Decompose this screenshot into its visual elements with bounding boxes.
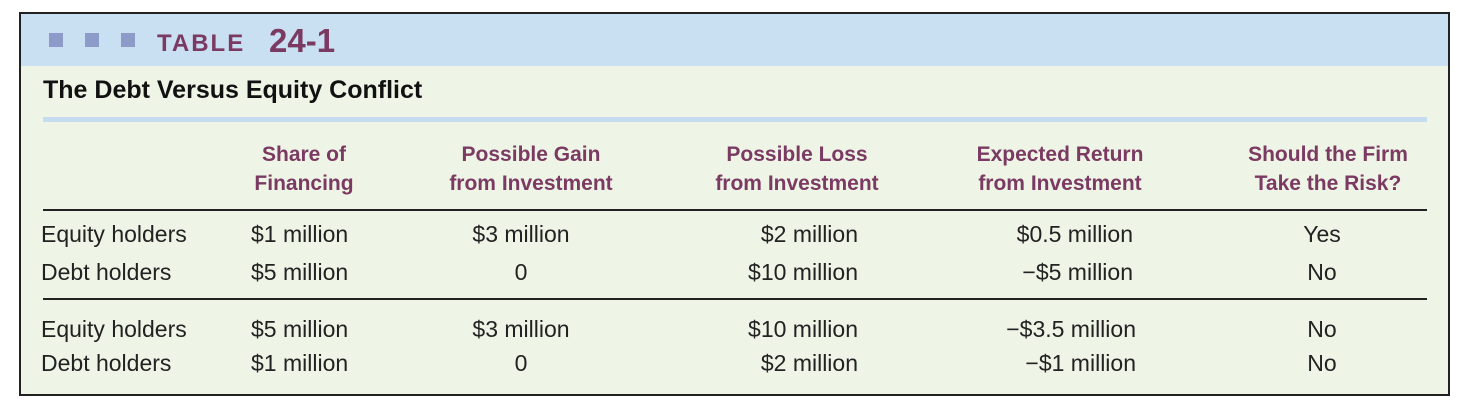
cell-share: $1 million [251, 221, 349, 247]
cell-expected: −$5 million [1022, 259, 1133, 285]
cell-risk: No [1307, 259, 1337, 285]
header-rule [43, 209, 1427, 211]
col-header-gain: Possible Gain from Investment [449, 143, 613, 195]
cell-expected: −$1 million [1025, 350, 1136, 376]
cell-share: $5 million [251, 259, 349, 285]
cell-loss: $10 million [748, 316, 858, 342]
col-header-loss: Possible Loss from Investment [715, 143, 879, 195]
cell-loss: $2 million [760, 221, 858, 247]
col-header-risk: Should the Firm Take the Risk? [1248, 143, 1408, 195]
table-frame: TABLE 24-1 The Debt Versus Equity Confli… [19, 12, 1450, 396]
cell-risk: Yes [1303, 221, 1341, 247]
row-label: Equity holders [41, 221, 187, 247]
cell-expected: −$3.5 million [1006, 316, 1136, 342]
cell-gain: 0 [514, 259, 528, 285]
cell-risk: No [1307, 350, 1337, 376]
cell-share: $5 million [251, 316, 349, 342]
group-rule [43, 298, 1427, 300]
row-label: Debt holders [41, 350, 172, 376]
cell-share: $1 million [251, 350, 349, 376]
cell-gain: 0 [514, 350, 528, 376]
table-header-band: TABLE 24-1 [21, 14, 1448, 66]
square-icon [85, 33, 99, 47]
cell-gain: $3 million [472, 316, 570, 342]
cell-loss: $10 million [748, 259, 858, 285]
title-divider [43, 117, 1427, 122]
table-title: The Debt Versus Equity Conflict [43, 76, 423, 104]
cell-risk: No [1307, 316, 1337, 342]
table-label-word: TABLE [157, 30, 246, 57]
cell-gain: $3 million [472, 221, 570, 247]
row-label: Equity holders [41, 316, 187, 342]
col-header-share: Share of Financing [254, 143, 354, 195]
row-label: Debt holders [41, 259, 172, 285]
square-icon [121, 33, 135, 47]
table-label-number: 24-1 [269, 22, 336, 59]
cell-loss: $2 million [760, 350, 858, 376]
square-icon [49, 33, 63, 47]
cell-expected: $0.5 million [1016, 221, 1133, 247]
col-header-expected: Expected Return from Investment [976, 143, 1144, 195]
